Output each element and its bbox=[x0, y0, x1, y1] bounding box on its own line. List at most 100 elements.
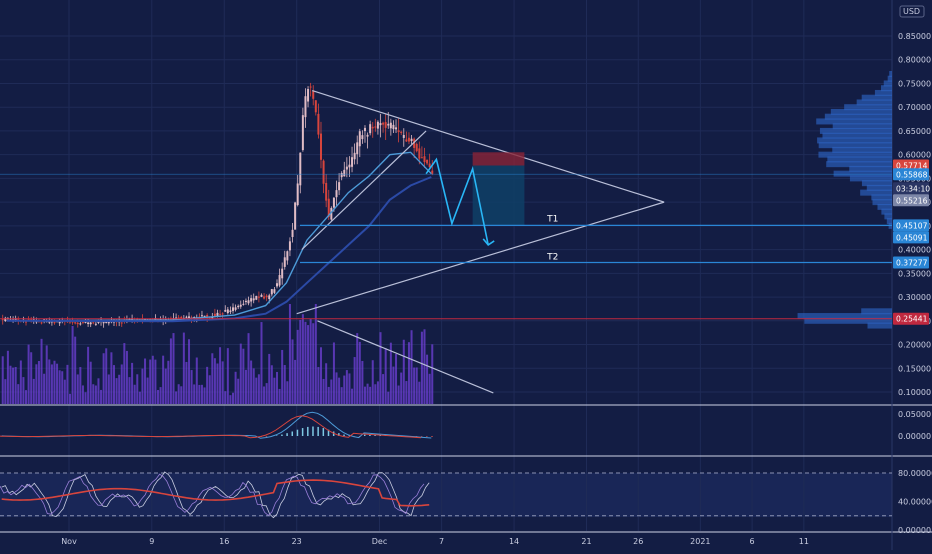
volume-bar bbox=[105, 348, 107, 404]
candle-body bbox=[87, 323, 89, 324]
volume-bar bbox=[211, 353, 213, 404]
volume-bar bbox=[175, 391, 177, 404]
volume-bar bbox=[193, 384, 195, 404]
candle-body bbox=[286, 251, 288, 260]
candle-body bbox=[336, 190, 338, 197]
volume-bar bbox=[61, 371, 63, 404]
volume-bar bbox=[201, 385, 203, 404]
volume-bar bbox=[250, 361, 252, 404]
volume-bar bbox=[268, 354, 270, 404]
macd-histogram-bar bbox=[286, 433, 288, 436]
volume-bar bbox=[183, 333, 185, 404]
volume-bar bbox=[292, 339, 294, 404]
volume-bar bbox=[330, 380, 332, 404]
volume-bar bbox=[320, 347, 322, 404]
candle-body bbox=[382, 123, 384, 125]
candle-body bbox=[369, 124, 371, 133]
macd-tick-label: 0.05000 bbox=[898, 410, 931, 419]
candle-body bbox=[284, 257, 286, 267]
candle-body bbox=[229, 310, 231, 311]
volume-bar bbox=[338, 378, 340, 404]
volume-bar bbox=[139, 392, 141, 404]
candle-body bbox=[121, 322, 123, 323]
volume-bar bbox=[336, 372, 338, 404]
candle-body bbox=[245, 301, 247, 302]
volume-bar bbox=[341, 387, 343, 404]
volume-bar bbox=[196, 358, 198, 404]
candle-body bbox=[372, 127, 374, 129]
volume-bar bbox=[95, 386, 97, 404]
volume-bar bbox=[359, 342, 361, 404]
volume-bar bbox=[346, 370, 348, 404]
volume-bar bbox=[307, 325, 309, 404]
candle-body bbox=[398, 130, 400, 132]
candle-body bbox=[222, 313, 224, 314]
volume-bar bbox=[232, 393, 234, 404]
candle-body bbox=[289, 241, 291, 250]
macd-histogram-bar bbox=[307, 427, 309, 436]
volume-bar bbox=[48, 359, 50, 404]
candle-body bbox=[385, 122, 387, 128]
volume-bar bbox=[356, 333, 358, 404]
time-tick-label: 7 bbox=[439, 537, 444, 546]
volume-bar bbox=[12, 368, 14, 404]
candle-body bbox=[387, 124, 389, 126]
candle-body bbox=[248, 300, 250, 303]
volume-bar bbox=[2, 356, 4, 404]
volume-bar bbox=[33, 379, 35, 404]
volume-bar bbox=[59, 370, 61, 404]
macd-histogram-bar bbox=[317, 427, 319, 436]
candle-body bbox=[310, 87, 312, 88]
volume-bar bbox=[22, 377, 24, 404]
volume-bar bbox=[28, 345, 30, 404]
volume-bar bbox=[392, 367, 394, 404]
volume-bar bbox=[118, 375, 120, 404]
candle-body bbox=[364, 128, 366, 131]
candle-body bbox=[237, 306, 239, 307]
candle-body bbox=[219, 314, 221, 315]
candle-body bbox=[74, 322, 76, 323]
volume-bar bbox=[144, 359, 146, 404]
volume-bar bbox=[209, 375, 211, 404]
volume-bar bbox=[216, 363, 218, 404]
macd-histogram-bar bbox=[297, 430, 299, 436]
candle-body bbox=[297, 183, 299, 205]
macd-histogram-bar bbox=[281, 435, 283, 436]
candle-body bbox=[380, 123, 382, 125]
volume-bar bbox=[390, 343, 392, 404]
candle-body bbox=[273, 289, 275, 293]
position-stop-zone bbox=[473, 152, 525, 165]
candle-body bbox=[240, 305, 242, 307]
volume-bar bbox=[348, 373, 350, 404]
volume-bar bbox=[191, 370, 193, 404]
candle-body bbox=[374, 126, 376, 127]
volume-bar bbox=[372, 360, 374, 404]
volume-bar bbox=[134, 385, 136, 404]
volume-bar bbox=[152, 356, 154, 404]
volume-bar bbox=[162, 356, 164, 404]
volume-bar bbox=[30, 352, 32, 404]
volume-bar bbox=[64, 380, 66, 404]
volume-profile-bar bbox=[889, 71, 892, 77]
volume-bar bbox=[333, 342, 335, 404]
volume-bar bbox=[429, 374, 431, 404]
volume-bar bbox=[167, 361, 169, 404]
candle-body bbox=[292, 230, 294, 237]
volume-bar bbox=[66, 365, 68, 404]
price-badge-label: 0.45107 bbox=[896, 221, 928, 230]
volume-bar bbox=[395, 354, 397, 404]
stochastic-tick-label: 0.00000 bbox=[898, 526, 931, 535]
macd-histogram-bar bbox=[266, 436, 268, 437]
time-tick-label: 16 bbox=[219, 537, 229, 546]
volume-bar bbox=[165, 369, 167, 404]
volume-bar bbox=[382, 374, 384, 404]
volume-bar bbox=[255, 378, 257, 404]
candle-body bbox=[320, 134, 322, 160]
price-tick-label: 0.60000 bbox=[898, 151, 931, 160]
volume-bar bbox=[237, 379, 239, 404]
candle-body bbox=[356, 142, 358, 154]
macd-histogram-bar bbox=[323, 428, 325, 436]
candle-body bbox=[204, 316, 206, 317]
